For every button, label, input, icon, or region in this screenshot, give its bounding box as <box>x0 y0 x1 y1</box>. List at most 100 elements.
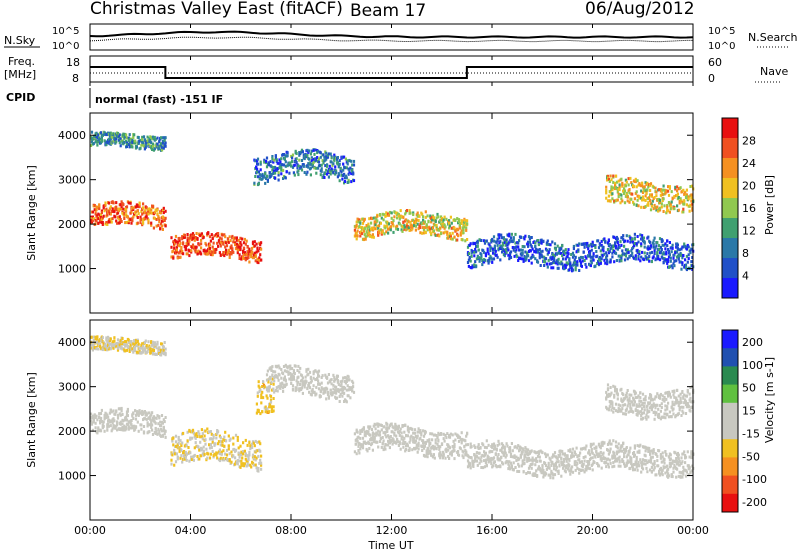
heatmap-cell <box>591 456 594 460</box>
heatmap-cell <box>103 209 106 213</box>
heatmap-cell <box>128 350 131 353</box>
heatmap-cell <box>518 239 521 243</box>
heatmap-cell <box>628 188 631 191</box>
heatmap-cell <box>301 391 304 395</box>
heatmap-cell <box>415 436 418 440</box>
heatmap-cell <box>125 133 128 137</box>
heatmap-cell <box>174 240 178 244</box>
heatmap-cell <box>593 461 596 465</box>
heatmap-cell <box>352 390 356 394</box>
heatmap-cell <box>406 434 409 438</box>
heatmap-cell <box>670 264 673 268</box>
heatmap-cell <box>190 455 193 459</box>
heatmap-cell <box>340 173 343 177</box>
heatmap-cell <box>581 465 584 468</box>
heatmap-cell <box>145 206 148 210</box>
heatmap-cell <box>603 252 606 256</box>
heatmap-cell <box>102 206 105 210</box>
heatmap-cell <box>174 452 177 456</box>
heatmap-cell <box>223 458 226 462</box>
heatmap-cell <box>598 258 601 262</box>
heatmap-cell <box>641 234 644 238</box>
heatmap-cell <box>251 250 254 254</box>
heatmap-cell <box>377 424 380 428</box>
heatmap-cell <box>295 161 298 164</box>
heatmap-cell <box>259 168 262 172</box>
heatmap-cell <box>243 251 246 255</box>
heatmap-cell <box>535 248 538 252</box>
heatmap-cell <box>317 369 321 373</box>
heatmap-cell <box>546 453 549 457</box>
heatmap-cell <box>402 424 405 428</box>
heatmap-cell <box>589 264 592 268</box>
heatmap-cell <box>429 227 432 231</box>
heatmap-cell <box>421 231 424 235</box>
heatmap-cell <box>538 248 541 251</box>
heatmap-cell <box>490 458 493 462</box>
heatmap-cell <box>450 226 453 230</box>
heatmap-cell <box>609 260 612 264</box>
heatmap-cell <box>98 416 101 419</box>
heatmap-cell <box>437 445 440 448</box>
heatmap-cell <box>579 258 582 262</box>
heatmap-cell <box>529 243 532 247</box>
heatmap-cell <box>658 201 662 204</box>
heatmap-cell <box>116 423 119 427</box>
heatmap-cell <box>270 367 273 371</box>
heatmap-cell <box>308 384 311 388</box>
heatmap-cell <box>293 173 296 177</box>
heatmap-cell <box>507 467 510 471</box>
heatmap-cell <box>398 222 401 226</box>
heatmap-cell <box>269 400 273 404</box>
heatmap-cell <box>652 255 655 259</box>
heatmap-cell <box>392 230 395 234</box>
heatmap-cell <box>523 461 526 465</box>
heatmap-cell <box>478 461 481 465</box>
heatmap-cell <box>462 231 465 235</box>
heatmap-cell <box>162 345 165 349</box>
heatmap-cell <box>205 243 208 247</box>
heatmap-cell <box>642 198 645 202</box>
heatmap-cell <box>107 209 111 213</box>
heatmap-cell <box>162 206 165 210</box>
heatmap-cell <box>618 245 621 249</box>
heatmap-cell <box>313 152 316 156</box>
heatmap-cell <box>298 370 301 374</box>
heatmap-cell <box>240 257 243 261</box>
heatmap-cell <box>578 468 581 472</box>
heatmap-cell <box>485 464 488 468</box>
heatmap-cell <box>126 407 129 411</box>
heatmap-cell <box>244 242 247 246</box>
heatmap-cell <box>212 436 215 440</box>
heatmap-cell <box>99 429 103 433</box>
heatmap-cell <box>354 233 357 237</box>
heatmap-cell <box>115 410 118 414</box>
heatmap-cell <box>96 136 99 139</box>
heatmap-cell <box>427 219 430 223</box>
heatmap-cell <box>256 170 259 174</box>
heatmap-cell <box>156 432 159 436</box>
heatmap-cell <box>122 203 125 207</box>
heatmap-cell <box>302 163 305 167</box>
heatmap-cell <box>338 179 341 183</box>
heatmap-cell <box>282 372 285 376</box>
heatmap-cell <box>397 214 400 218</box>
heatmap-cell <box>352 385 355 389</box>
heatmap-cell <box>227 444 230 448</box>
heatmap-cell <box>376 219 379 223</box>
heatmap-cell <box>195 432 198 436</box>
heatmap-cell <box>536 454 540 458</box>
heatmap-cell <box>652 239 655 243</box>
heatmap-cell <box>607 239 610 243</box>
heatmap-cell <box>335 391 338 395</box>
heatmap-cell <box>333 158 336 161</box>
heatmap-cell <box>606 178 609 182</box>
heatmap-cell <box>149 144 152 148</box>
heatmap-cell <box>344 174 347 178</box>
heatmap-cell <box>352 159 356 163</box>
heatmap-cell <box>568 457 571 461</box>
heatmap-cell <box>469 466 472 470</box>
heatmap-cell <box>271 373 274 377</box>
heatmap-cell <box>339 392 342 396</box>
heatmap-cell <box>257 182 260 186</box>
